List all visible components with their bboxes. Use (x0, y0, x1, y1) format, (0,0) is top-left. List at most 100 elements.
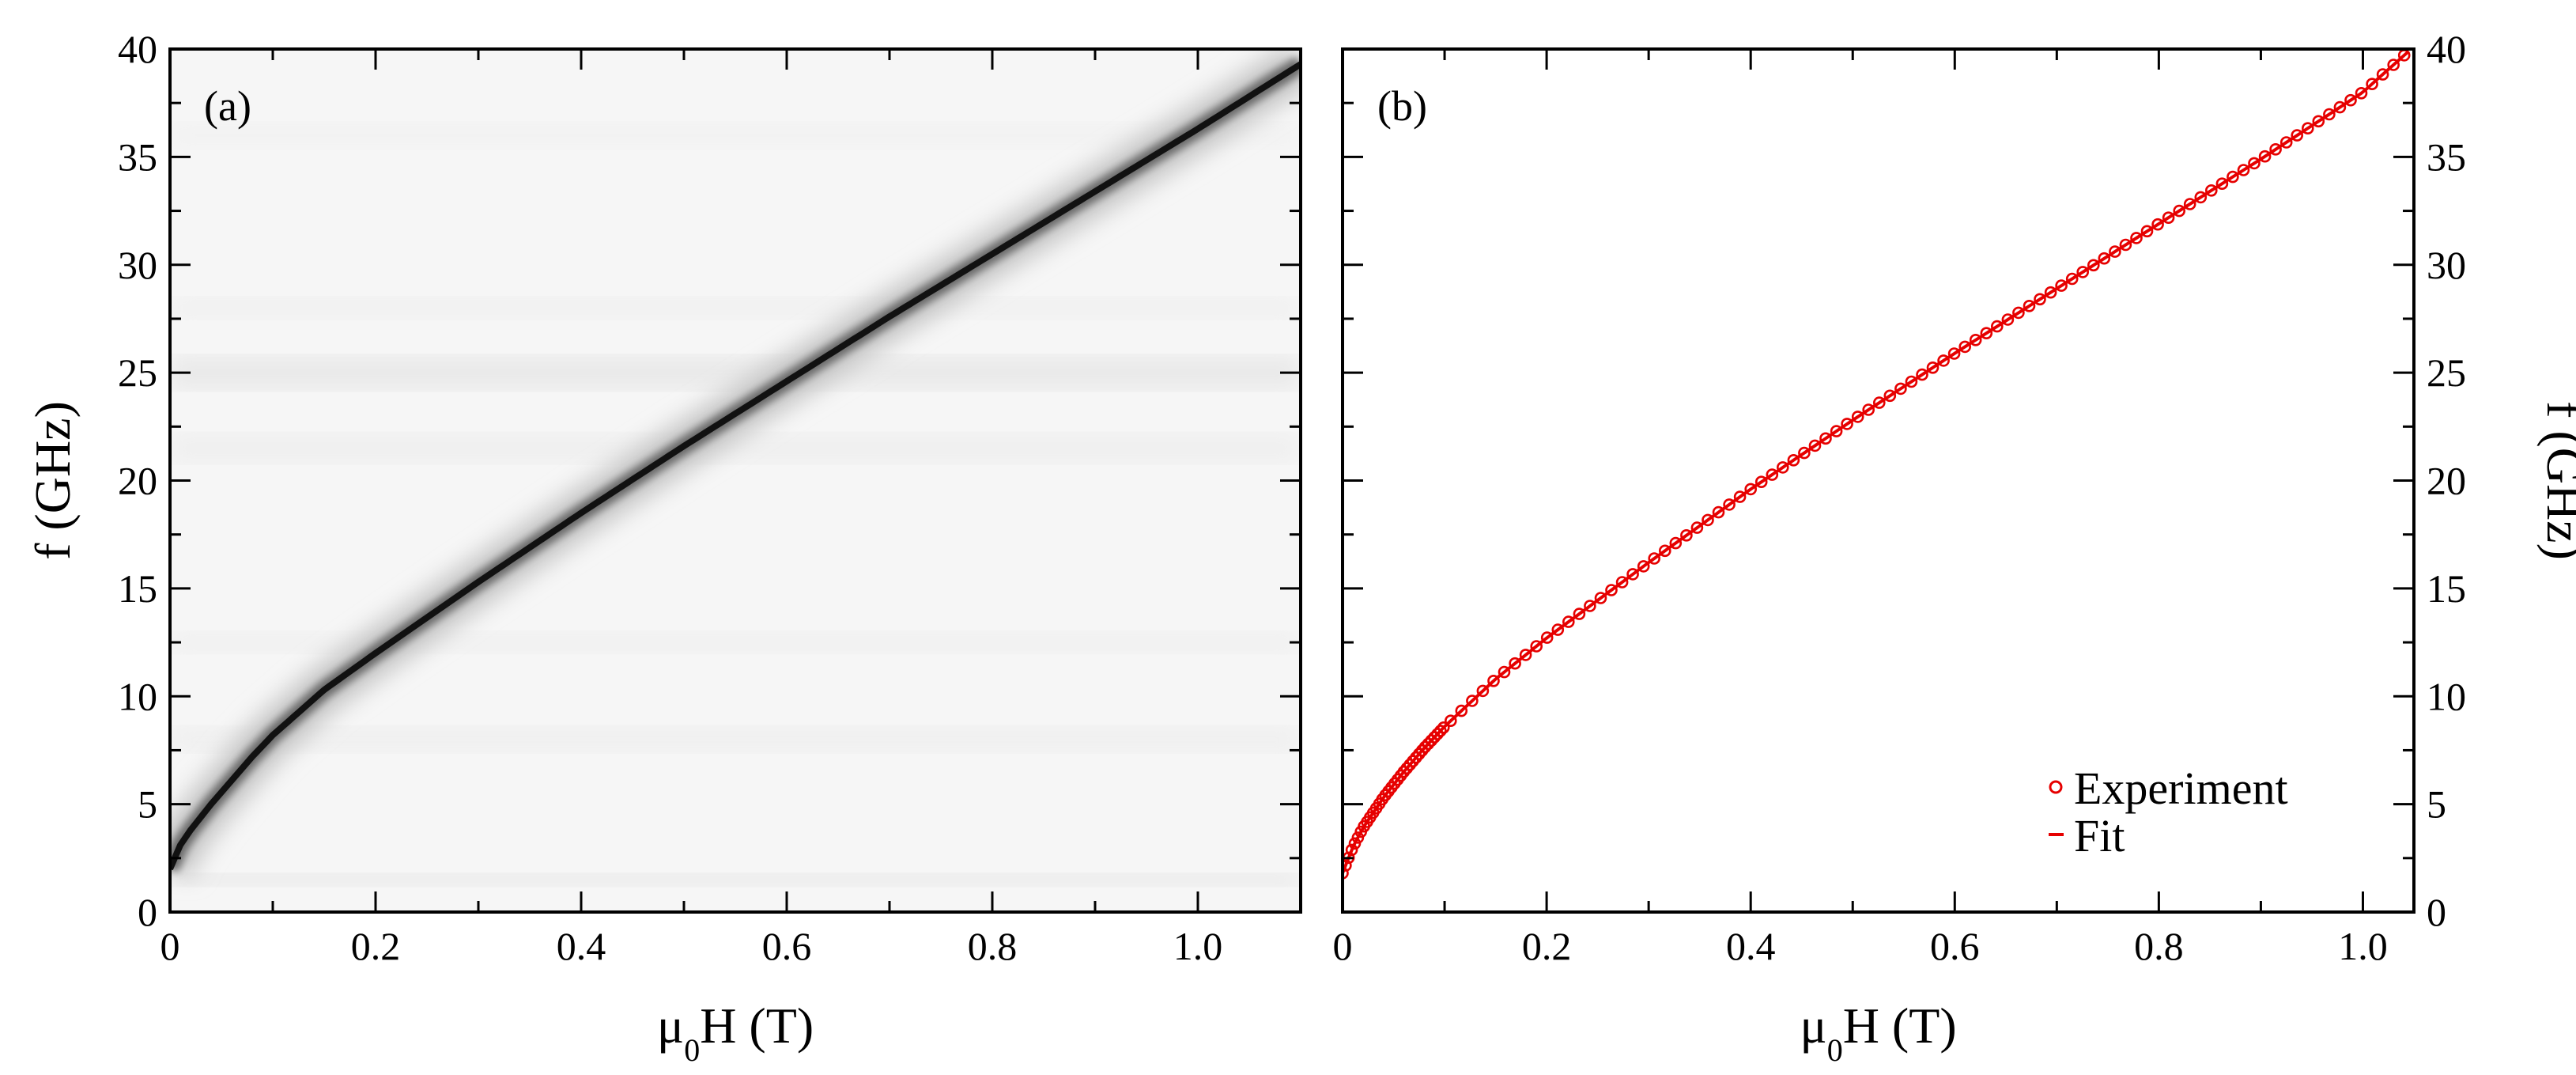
experiment-point (1841, 418, 1853, 430)
experiment-point (1669, 536, 1683, 550)
experiment-point (2130, 232, 2143, 244)
experiment-point (2023, 299, 2036, 312)
experiment-point (1437, 721, 1450, 734)
panel-b-experiment-points (1343, 49, 2411, 880)
panel-b-y-tick-label: 0 (2427, 890, 2446, 934)
experiment-point (1637, 560, 1650, 573)
experiment-point (2248, 157, 2261, 170)
panel-b-x-tick-labels: 0 0.2 0.4 0.6 0.8 1.0 (1333, 924, 2388, 968)
experiment-point (1733, 490, 1747, 503)
experiment-point (2140, 225, 2154, 238)
experiment-point (1343, 859, 1352, 872)
experiment-point (2258, 150, 2272, 163)
experiment-point (2087, 259, 2100, 272)
experiment-point (1883, 389, 1897, 403)
panel-a-y-tick-label: 25 (118, 350, 157, 395)
experiment-point (1540, 631, 1554, 644)
experiment-point (2001, 313, 2015, 326)
experiment-point (1894, 382, 1907, 396)
experiment-point (1509, 657, 1521, 670)
background-band (170, 872, 1301, 887)
panel-b-x-tick-label: 1.0 (2338, 924, 2388, 968)
panel-a-y-tick-label: 5 (138, 782, 157, 827)
background-band (170, 355, 1301, 390)
experiment-point (1530, 640, 1543, 653)
experiment-point (1830, 425, 1843, 437)
panel-b-y-tick-label: 30 (2427, 243, 2466, 287)
experiment-point (1487, 674, 1500, 687)
experiment-point (1690, 521, 1704, 534)
experiment-point (1418, 740, 1432, 754)
experiment-point (1428, 731, 1441, 744)
experiment-point (1744, 483, 1757, 496)
experiment-point (1991, 320, 2004, 333)
experiment-point (1410, 751, 1422, 764)
panel-b-frame (1341, 47, 2415, 914)
panel-b-y-tick-label: 15 (2427, 566, 2466, 611)
panel-b-y-tick-label: 5 (2427, 782, 2446, 827)
experiment-point (1605, 584, 1618, 596)
panel-a-x-tick-label: 0 (161, 924, 180, 968)
panel-a-y-tick-label: 35 (118, 134, 157, 179)
experiment-point (1425, 734, 1438, 748)
experiment-point (1787, 453, 1800, 467)
experiment-point (2034, 293, 2046, 306)
panel-a-x-tick-labels: 0 0.2 0.4 0.6 0.8 1.0 (161, 924, 1223, 968)
panel-a-y-tick-labels: 0 5 10 15 20 25 30 35 40 (118, 27, 157, 934)
experiment-point (2119, 238, 2132, 252)
experiment-point (1562, 615, 1575, 628)
panel-a-y-axis-label: f (GHz) (25, 401, 81, 560)
experiment-point (1798, 446, 1811, 460)
experiment-point (1343, 867, 1349, 880)
experiment-point (2173, 204, 2185, 218)
experiment-point (1584, 600, 1596, 612)
legend-experiment-marker (2049, 780, 2063, 794)
experiment-point (1702, 513, 1714, 527)
panel-b-x-tick-label: 0.4 (1726, 924, 1776, 968)
panel-a-y-tick-label: 20 (118, 459, 157, 503)
experiment-point (1712, 505, 1725, 519)
experiment-point (1723, 498, 1736, 511)
legend-fit-label: Fit (2074, 810, 2125, 861)
experiment-point (1434, 725, 1447, 737)
experiment-point (2162, 211, 2175, 225)
experiment-point (1766, 468, 1779, 481)
experiment-point (1407, 755, 1419, 768)
panel-b-x-axis-label-mu: μ (1800, 997, 1826, 1054)
panel-a-x-tick-label: 1.0 (1173, 924, 1223, 968)
panel-b-y-tick-label: 20 (2427, 459, 2466, 503)
legend-experiment-label: Experiment (2074, 763, 2288, 814)
experiment-point (1659, 544, 1671, 558)
panel-b-x-axis-label-subscript: 0 (1827, 1032, 1843, 1068)
experiment-point (1819, 432, 1832, 445)
experiment-point (1862, 403, 1875, 416)
experiment-point (2387, 59, 2400, 71)
panel-b-x-tick-label: 0.8 (2134, 924, 2184, 968)
panel-a-x-axis-label-rest: H (T) (700, 997, 814, 1054)
experiment-point (1777, 461, 1789, 474)
panel-b-y-tick-label: 10 (2427, 674, 2466, 718)
experiment-point (2194, 191, 2208, 204)
experiment-point (2227, 170, 2239, 184)
experiment-point (2044, 286, 2057, 299)
experiment-point (1415, 744, 1429, 757)
experiment-point (2237, 164, 2250, 176)
experiment-point (2312, 115, 2325, 128)
panel-a-y-tick-label: 30 (118, 243, 157, 287)
experiment-point (2344, 93, 2357, 107)
experiment-point (2366, 78, 2378, 90)
experiment-point (1808, 439, 1822, 452)
experiment-point (2205, 184, 2218, 197)
panel-b-x-tick-label: 0 (1333, 924, 1353, 968)
experiment-point (1345, 843, 1358, 857)
experiment-point (1648, 552, 1660, 565)
experiment-point (2269, 143, 2282, 156)
panel-a-x-tick-label: 0.6 (762, 924, 812, 968)
panel-a-x-axis-label-mu: μ (657, 997, 684, 1054)
experiment-point (1413, 748, 1426, 761)
panel-b-x-axis-label: μ0H (T) (1800, 997, 1956, 1068)
panel-b-y-axis-label: f (GHz) (2536, 401, 2576, 560)
panel-a-label: (a) (204, 82, 251, 130)
experiment-point (2355, 87, 2368, 100)
experiment-point (1431, 728, 1444, 740)
